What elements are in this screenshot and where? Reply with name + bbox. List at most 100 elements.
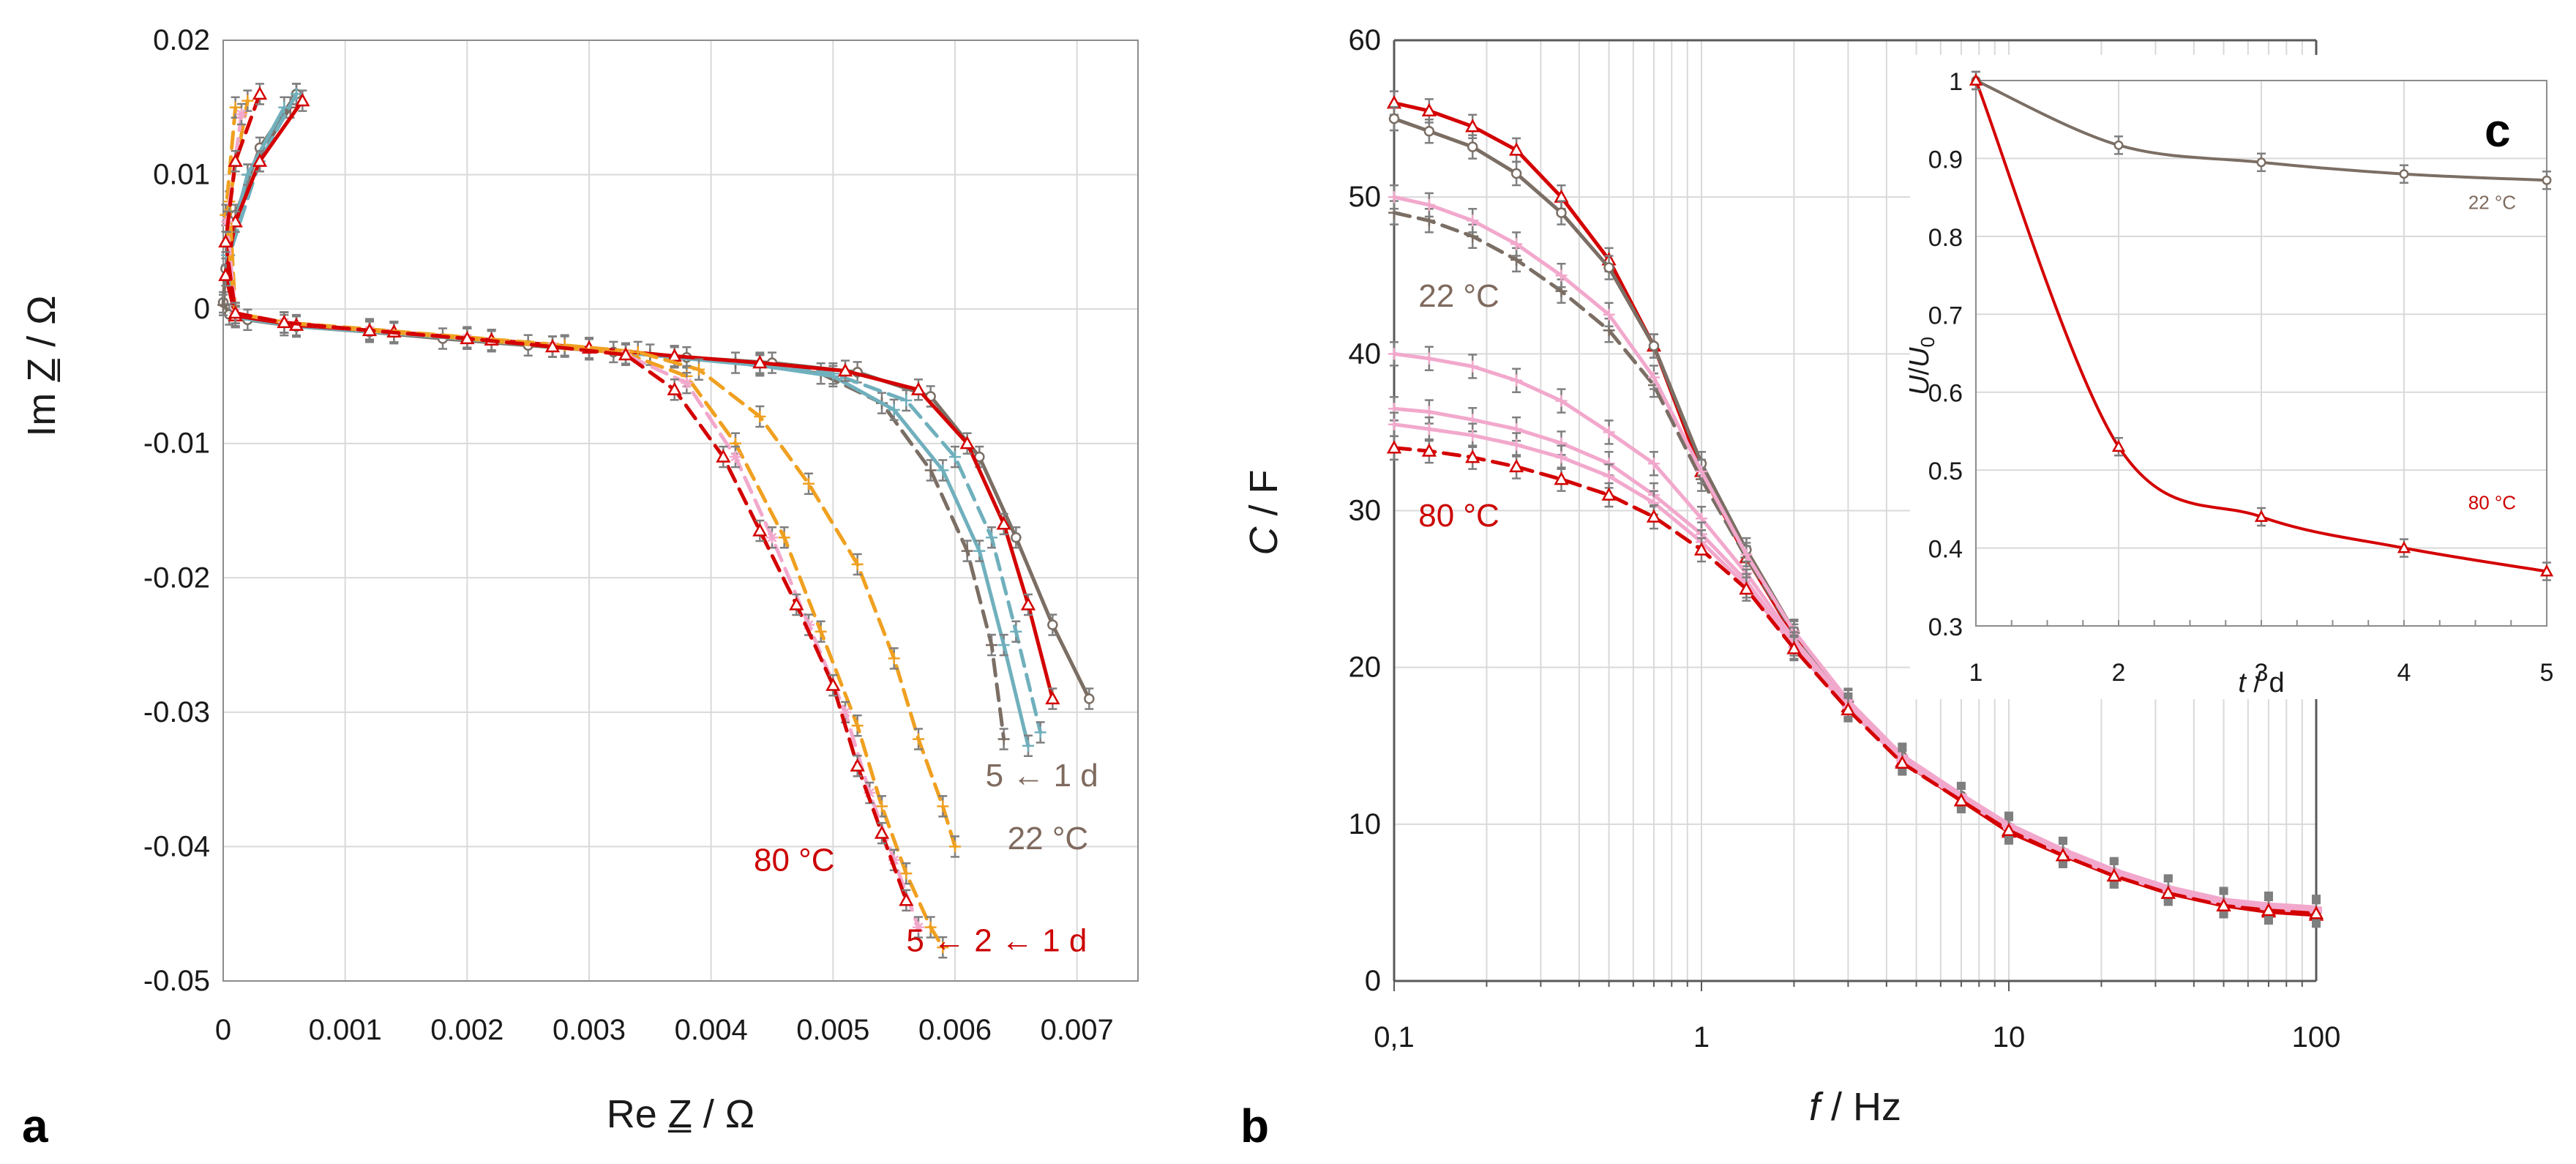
panel-a-data-point	[1020, 597, 1036, 611]
panel-c-y-axis-subscript: 0	[1917, 337, 1939, 347]
panel-a-annotation: 5 ← 1 d	[986, 758, 1098, 794]
panel-b-data-point	[1647, 371, 1660, 384]
panel-a-plot-frame	[222, 40, 1139, 982]
panel-a-series-8	[218, 83, 914, 912]
panel-b-x-axis-label: f / Hz	[1809, 1085, 1901, 1129]
panel-a-series-line	[223, 105, 945, 950]
panel-c-y-tick-label: 0.9	[1928, 146, 1963, 174]
panel-c-data-point	[2111, 439, 2126, 452]
panel-b-data-point	[2308, 906, 2324, 919]
panel-a-data-point	[667, 381, 682, 395]
panel-a-data-point	[839, 706, 851, 718]
panel-a-x-tick-label: 0.007	[1041, 1014, 1114, 1046]
panel-c-data-point	[1969, 73, 1983, 86]
panel-c-data-point	[2256, 157, 2266, 168]
panel-a-data-point	[986, 531, 997, 544]
panel-a-data-point	[291, 88, 302, 100]
panel-a-annotation: 22 °C	[1008, 821, 1089, 857]
panel-b-data-point	[1603, 470, 1615, 482]
panel-b-y-tick-label: 60	[1349, 24, 1382, 56]
panel-a-series-line	[221, 92, 1091, 701]
panel-a-data-point	[996, 516, 1011, 530]
panel-a-data-point	[1084, 693, 1095, 704]
panel-a-series-line	[227, 99, 957, 848]
panel-a-data-point	[460, 330, 475, 345]
panel-b-data-point	[1603, 308, 1615, 321]
panel-a-data-point	[913, 921, 924, 933]
panel-b-y-axis-unit: / F	[1242, 470, 1286, 527]
panel-c-y-tick-label: 0.6	[1928, 380, 1963, 408]
panel-a-data-point	[766, 531, 778, 544]
panel-a-x-tick-label: 0	[215, 1014, 231, 1046]
panel-a-series-2	[221, 96, 1034, 757]
panel-a-y-tick-label: 0.02	[153, 24, 210, 56]
panel-a-series-line	[223, 99, 1055, 701]
panel-c-data-point	[2397, 540, 2411, 553]
panel-c-y-tick-label: 0.7	[1928, 302, 1963, 329]
panel-b-data-point	[1467, 141, 1478, 152]
panel-b-data-point	[2106, 868, 2122, 882]
panel-c-y-axis-u: U	[1904, 375, 1935, 395]
panel-c-inset-chart: 0.3 0.4 0.5 0.6 0.7 0.8 0.9 1 1 2 3 4 5 22 °C 80 °C t…	[1904, 55, 2554, 699]
panel-b-data-point	[1510, 168, 1522, 179]
panel-c-data-point	[2254, 510, 2269, 522]
panel-b-data-point	[1841, 701, 1856, 716]
panel-a-data-point	[752, 354, 768, 369]
panel-a-data-point	[899, 892, 914, 906]
panel-b-series-line	[1392, 446, 2318, 916]
panel-a-data-point	[837, 363, 853, 377]
panel-a-data-point	[1047, 619, 1058, 630]
panel-c-background	[1910, 55, 2554, 699]
panel-b-data-point	[1603, 426, 1615, 439]
panel-b-data-point	[1647, 458, 1660, 470]
panel-b-data-point	[1421, 443, 1437, 457]
panel-a-series-line	[227, 92, 1043, 734]
panel-b-data-point	[1510, 374, 1523, 387]
panel-c-plot-frame	[1975, 80, 2547, 627]
panel-a-data-point	[236, 108, 247, 120]
panel-a-data-point	[217, 299, 229, 311]
panel-a-data-point	[850, 758, 865, 772]
panel-a-data-point	[1045, 690, 1060, 705]
panel-a-x-tick-label: 0.002	[430, 1014, 503, 1046]
panel-a-data-point	[997, 733, 1010, 745]
panel-b-x-axis-unit: / Hz	[1820, 1085, 1901, 1129]
panel-b-data-point	[1509, 142, 1524, 156]
panel-a-data-point	[693, 363, 705, 376]
panel-a-y-tick-label: -0.05	[143, 965, 210, 997]
panel-a-data-point	[544, 338, 561, 353]
panel-c-tick-labels: 0.3 0.4 0.5 0.6 0.7 0.8 0.9 1 1 2 3 4 5	[1928, 68, 2554, 687]
panel-a-data-point	[851, 558, 864, 570]
panel-b-data-point	[1423, 125, 1435, 137]
panel-a-series-0	[217, 83, 1095, 710]
panel-a-tick-labels: 0.020.010-0.01-0.02-0.03-0.04-0.050 0.001…	[143, 24, 1114, 1046]
panel-a-data-point	[778, 531, 790, 544]
panel-a-data-point	[1010, 625, 1022, 638]
panel-b-data-point	[1648, 340, 1660, 351]
panel-b-annotation: 80 °C	[1418, 498, 1499, 534]
panel-a-data-point	[937, 941, 949, 954]
panel-b-data-point	[1510, 439, 1523, 451]
panel-b-data-point	[1740, 548, 1753, 561]
panel-c-y-axis-u0: U	[1904, 347, 1935, 368]
panel-b-y-tick-label: 50	[1349, 181, 1382, 213]
panel-c-y-axis-sep: /	[1904, 368, 1935, 376]
panel-b-data-point	[2216, 898, 2231, 911]
panel-b-data-point	[1423, 352, 1435, 365]
panel-b-x-tick-label: 100	[2292, 1021, 2341, 1053]
panel-a-data-point	[815, 625, 827, 638]
panel-b-y-tick-label: 10	[1349, 808, 1382, 840]
panel-b-y-tick-label: 0	[1365, 965, 1381, 997]
panel-a-data-point	[242, 168, 254, 181]
panel-b-data-point	[1465, 449, 1480, 463]
panel-b-data-point	[1556, 207, 1567, 218]
panel-c-annotation: 22 °C	[2468, 192, 2516, 214]
panel-b-series-7	[1386, 435, 2324, 927]
panel-b-series	[1386, 90, 2324, 928]
panel-b-data-point	[1646, 509, 1662, 523]
panel-a-y-tick-label: 0	[194, 293, 210, 325]
panel-a-y-tick-label: -0.04	[143, 830, 210, 862]
panel-a-data-point	[900, 868, 913, 880]
panel-c-annotation: 80 °C	[2468, 491, 2516, 513]
